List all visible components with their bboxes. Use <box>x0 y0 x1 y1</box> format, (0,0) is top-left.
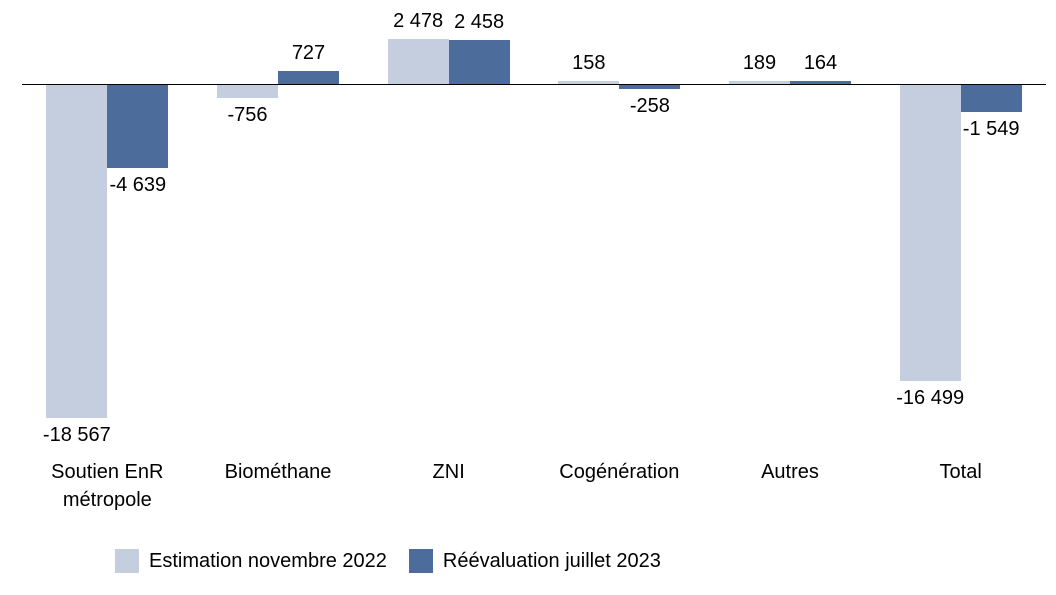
legend-item-estimation: Estimation novembre 2022 <box>115 549 387 573</box>
data-label-estimation: 158 <box>572 52 606 75</box>
bar-estimation <box>217 84 278 98</box>
legend-item-reevaluation: Réévaluation juillet 2023 <box>408 549 661 573</box>
data-label-estimation: 2 478 <box>393 10 444 33</box>
data-label-reevaluation: -258 <box>629 94 670 117</box>
data-label-estimation: -18 567 <box>42 424 111 447</box>
data-label-reevaluation: 164 <box>803 52 838 75</box>
category-label: ZNI <box>432 461 465 483</box>
bar-estimation <box>899 84 961 381</box>
legend-label-estimation: Estimation novembre 2022 <box>149 549 387 572</box>
category-label: Total <box>939 461 982 483</box>
data-label-reevaluation: 727 <box>291 41 326 64</box>
category-label: Cogénération <box>559 461 680 483</box>
bar-estimation <box>46 84 108 419</box>
bar-reevaluation <box>278 70 339 84</box>
data-label-estimation: -756 <box>227 103 268 126</box>
data-label-reevaluation: -1 549 <box>962 117 1020 140</box>
data-label-reevaluation: 2 458 <box>454 10 505 33</box>
legend-swatch-estimation-icon <box>115 549 139 573</box>
legend-swatch-reevaluation-icon <box>408 549 433 573</box>
x-axis-line <box>22 84 1046 85</box>
bar-reevaluation <box>790 81 851 84</box>
legend-label-reevaluation: Réévaluation juillet 2023 <box>442 549 661 572</box>
bar-estimation <box>387 39 449 84</box>
bar-reevaluation <box>107 84 169 168</box>
data-label-estimation: -16 499 <box>896 386 965 409</box>
category-label: Autres <box>761 461 819 483</box>
legend: Estimation novembre 2022 Réévaluation ju… <box>115 549 661 573</box>
data-label-estimation: 189 <box>742 51 777 74</box>
category-label: Soutien EnR métropole <box>51 461 164 511</box>
category-label: Biométhane <box>224 461 332 483</box>
bar-estimation <box>558 81 620 84</box>
bar-estimation <box>729 80 790 84</box>
bar-reevaluation <box>960 84 1022 112</box>
bar-reevaluation <box>619 84 681 89</box>
data-label-reevaluation: -4 639 <box>109 173 167 196</box>
bar-reevaluation <box>448 39 510 84</box>
